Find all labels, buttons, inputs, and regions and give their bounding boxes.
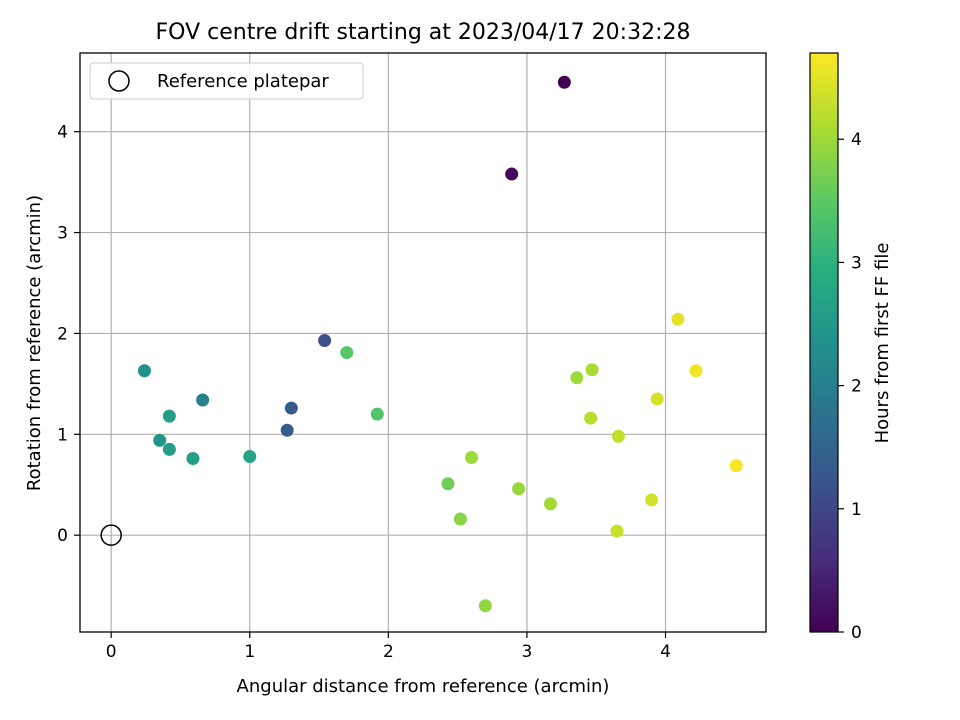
data-point: [611, 429, 625, 443]
data-point: [671, 312, 685, 326]
y-axis-ticks: 0 1 2 3 4: [57, 123, 80, 546]
y-tick-label: 1: [57, 425, 68, 445]
data-point: [689, 364, 703, 378]
y-tick-label: 4: [57, 123, 68, 143]
data-point: [318, 333, 332, 347]
data-point: [153, 433, 167, 447]
x-axis-ticks: 0 1 2 3 4: [106, 632, 671, 662]
data-point: [650, 392, 664, 406]
y-tick-label: 0: [57, 526, 68, 546]
x-tick-label: 3: [522, 642, 533, 662]
data-points: [100, 75, 743, 613]
legend-label-reference-platepar: Reference platepar: [157, 71, 329, 92]
plot-frame: [79, 52, 767, 633]
data-point: [137, 364, 151, 378]
data-point: [478, 599, 492, 613]
data-point: [610, 524, 624, 538]
data-point: [196, 393, 210, 407]
reference-platepar-marker: [100, 524, 122, 546]
data-point: [465, 450, 479, 464]
colorbar: 0 1 2 3 4 Hours from first FF file: [809, 52, 893, 643]
data-point: [585, 363, 599, 377]
x-tick-label: 4: [660, 642, 671, 662]
colorbar-tick-label: 1: [851, 500, 862, 520]
data-point: [340, 346, 354, 360]
data-point: [186, 452, 200, 466]
data-point: [284, 401, 298, 415]
chart-title: FOV centre drift starting at 2023/04/17 …: [156, 20, 691, 45]
data-point: [370, 407, 384, 421]
data-point: [243, 449, 257, 463]
data-point: [729, 459, 743, 473]
grid: [80, 53, 766, 632]
data-point: [162, 442, 176, 456]
data-point: [162, 409, 176, 423]
data-point: [441, 477, 455, 491]
data-point: [645, 493, 659, 507]
colorbar-ticks: 0 1 2 3 4: [838, 130, 862, 643]
data-point: [505, 167, 519, 181]
x-tick-label: 0: [106, 642, 117, 662]
data-point: [584, 411, 598, 425]
legend: Reference platepar: [89, 62, 364, 100]
data-point: [280, 423, 294, 437]
data-point: [512, 482, 526, 496]
colorbar-tick-label: 0: [851, 623, 862, 643]
data-point: [543, 497, 557, 511]
data-point: [557, 75, 571, 89]
data-point: [570, 371, 584, 385]
colorbar-label: Hours from first FF file: [872, 243, 893, 444]
colorbar-tick-label: 2: [851, 377, 862, 397]
x-tick-label: 2: [383, 642, 394, 662]
y-tick-label: 2: [57, 324, 68, 344]
x-axis-label: Angular distance from reference (arcmin): [237, 676, 610, 697]
x-tick-label: 1: [244, 642, 255, 662]
colorbar-tick-label: 3: [851, 253, 862, 273]
y-tick-label: 3: [57, 224, 68, 244]
legend-box: [89, 62, 364, 100]
y-axis-label: Rotation from reference (arcmin): [24, 195, 45, 491]
colorbar-gradient: [809, 52, 839, 633]
colorbar-tick-label: 4: [851, 130, 862, 150]
data-point: [453, 512, 467, 526]
legend-marker-open-circle: [108, 70, 130, 92]
